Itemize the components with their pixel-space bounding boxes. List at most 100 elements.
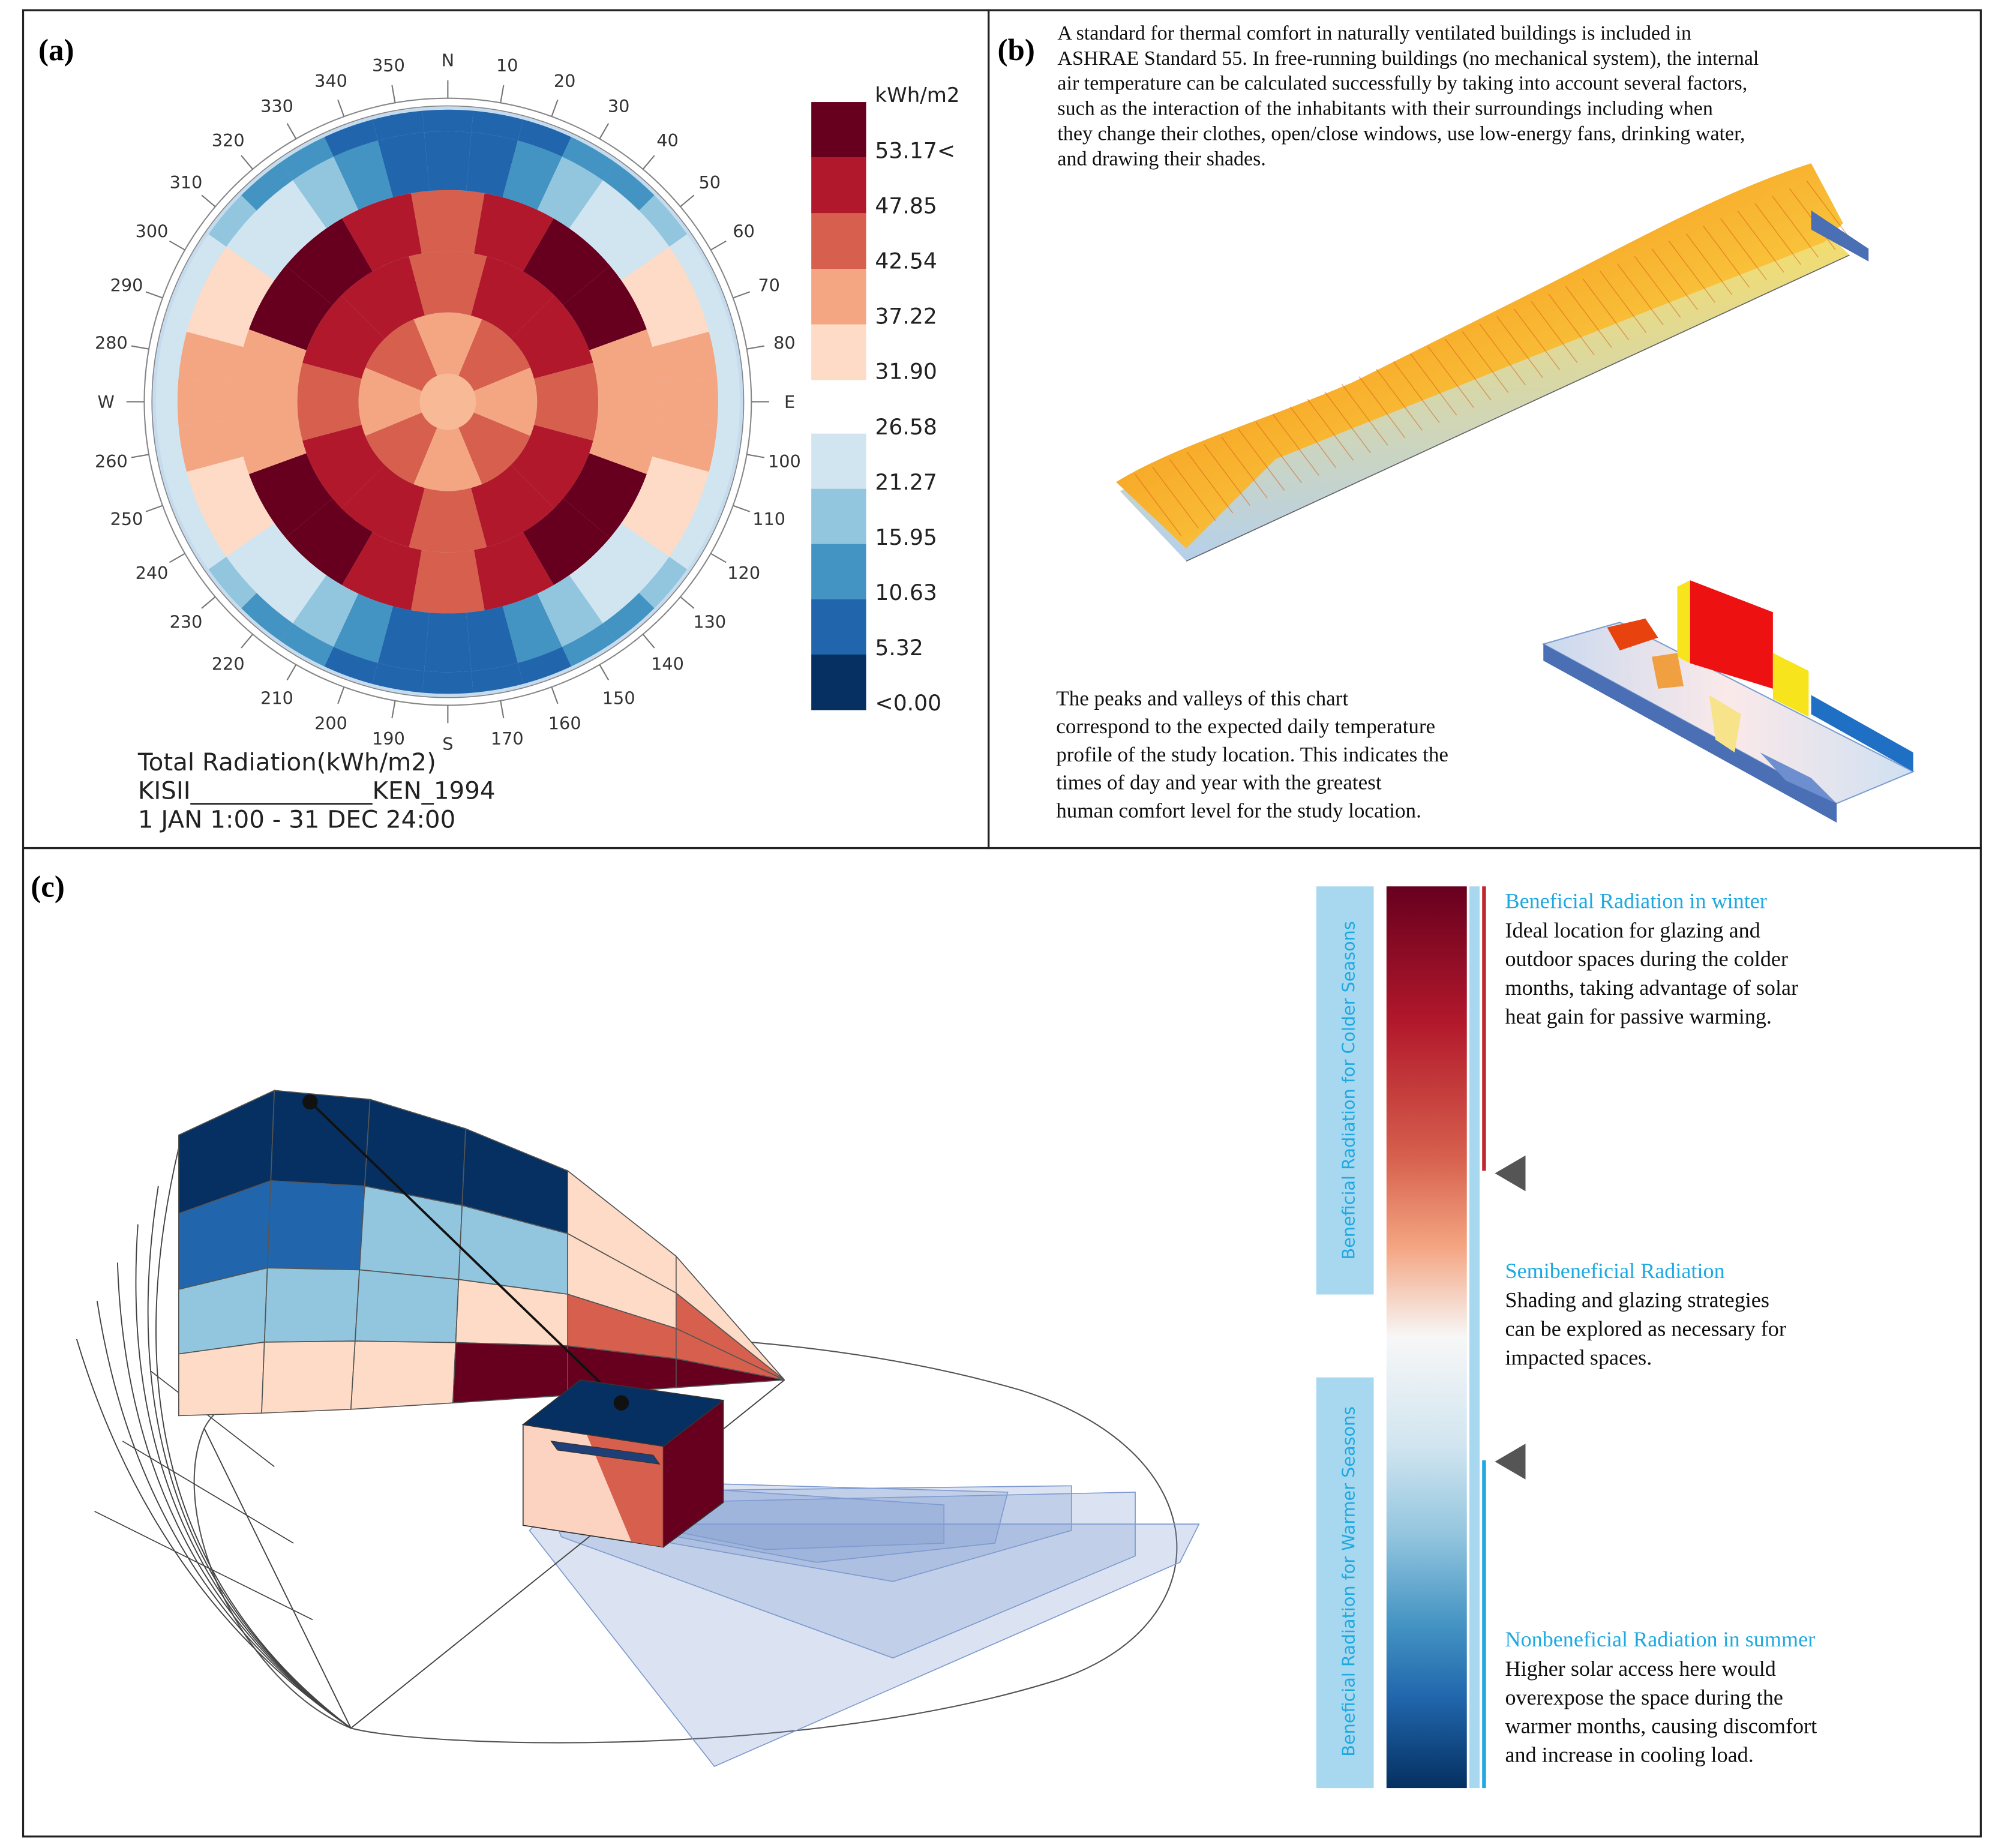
compass-label: 190 <box>372 728 405 749</box>
panel-label: (c) <box>31 870 65 904</box>
rose-cell <box>292 575 359 647</box>
surface-top <box>1116 163 1843 549</box>
rose-cell <box>208 557 257 608</box>
surface-ridge <box>1703 226 1750 288</box>
compass-label: 110 <box>752 509 785 529</box>
compass-tick <box>145 291 163 299</box>
surface-ridge <box>1496 316 1543 378</box>
rose-cell <box>302 425 385 508</box>
box-window <box>550 1441 661 1465</box>
marker-triangle <box>1495 1444 1526 1480</box>
legend-swatch <box>811 213 866 269</box>
dome-wire <box>76 1339 352 1729</box>
rose-cell <box>377 606 430 671</box>
note-line: impacted spaces. <box>1505 1345 1652 1369</box>
rose-cell <box>537 157 603 229</box>
surface-ridge <box>1324 391 1371 454</box>
compass-label: E <box>784 392 795 412</box>
compass-tick <box>733 505 751 512</box>
rose-cell <box>639 195 688 247</box>
rose-cell <box>517 119 572 157</box>
rose-cell <box>280 623 334 667</box>
legend-label: 10.63 <box>875 580 937 605</box>
rose-cell <box>256 551 326 623</box>
rose-cell <box>640 287 709 347</box>
legend-swatch <box>811 433 866 490</box>
dome-cell <box>675 1358 785 1388</box>
rose-cell <box>709 425 739 478</box>
rose-cell <box>248 453 333 538</box>
rose-cell <box>534 362 599 441</box>
compass-tick <box>710 240 727 251</box>
rose-cell <box>183 516 227 569</box>
rose-cell <box>409 251 487 316</box>
shadow-polygon <box>548 1492 1136 1659</box>
surface-ridge <box>1289 406 1337 469</box>
rose-cell <box>652 420 718 472</box>
compass-tick <box>145 505 163 512</box>
rose-cell <box>458 412 530 485</box>
paragraph-line: profile of the study location. This indi… <box>1056 743 1448 766</box>
rose-cell <box>523 498 610 586</box>
legend-label: 47.85 <box>875 193 937 219</box>
surface-ridge <box>1669 241 1715 303</box>
surface-ridge <box>1462 331 1509 393</box>
compass-label: 40 <box>656 130 679 151</box>
dome-wire <box>116 1262 352 1729</box>
note-line: heat gain for passive warming. <box>1505 1004 1771 1028</box>
rose-cell <box>669 516 713 569</box>
block-wall <box>1772 653 1809 717</box>
rose-cell <box>187 456 256 517</box>
note-line: warmer months, causing discomfort <box>1505 1714 1817 1738</box>
compass-label: 10 <box>496 55 518 76</box>
rose-cell <box>502 593 562 663</box>
compass-tick <box>286 664 297 680</box>
dome-wire <box>96 1300 352 1729</box>
rose-cell <box>413 427 482 491</box>
legend-swatch <box>811 157 866 214</box>
block-step <box>1607 618 1658 651</box>
compass-tick <box>286 123 297 139</box>
surface-ridge <box>1685 233 1733 295</box>
compass-label: 210 <box>260 688 293 709</box>
surface-ridge <box>1410 353 1457 416</box>
dome-cell <box>452 1342 569 1404</box>
note-title: Beneficial Radiation in winter <box>1505 889 1766 913</box>
legend-label: 31.90 <box>875 359 937 385</box>
band-label: Beneficial Radiation for Colder Seasons <box>1339 921 1359 1259</box>
rose-cell <box>466 132 518 197</box>
paragraph-line: times of day and year with the greatest <box>1056 771 1382 794</box>
compass-label: 250 <box>110 509 143 529</box>
rose-cell <box>597 523 670 593</box>
rose-cell <box>511 425 593 508</box>
rose-cell <box>297 362 362 441</box>
rose-cell <box>411 550 485 614</box>
compass-label: 340 <box>314 71 347 91</box>
compass-tick <box>710 553 727 563</box>
surface-ridge <box>1307 398 1354 461</box>
compass-tick <box>500 85 505 103</box>
rose-cell <box>473 367 538 436</box>
caption-line: 1 JAN 1:00 - 31 DEC 24:00 <box>138 806 455 834</box>
dome-cell <box>270 1090 371 1187</box>
surface-ridge <box>1548 293 1595 356</box>
rose-cell <box>470 464 554 547</box>
dome-wire <box>94 1511 313 1621</box>
dome-cell <box>266 1180 365 1271</box>
rose-cell <box>177 378 237 425</box>
compass-label: 290 <box>110 275 143 295</box>
compass-tick <box>551 99 559 117</box>
compass-tick <box>391 700 396 719</box>
paragraph-line: human comfort level for the study locati… <box>1056 799 1421 823</box>
box-top <box>521 1379 725 1447</box>
rose-cell <box>692 472 730 526</box>
rose-cell <box>372 662 425 693</box>
rose-cell <box>241 162 293 211</box>
surface-ridge <box>1220 436 1268 499</box>
compass-label: 30 <box>608 96 630 116</box>
compass-label: 60 <box>733 221 755 241</box>
surface-ridge <box>1616 263 1664 326</box>
sun-target <box>613 1395 629 1411</box>
rose-core <box>419 373 476 430</box>
